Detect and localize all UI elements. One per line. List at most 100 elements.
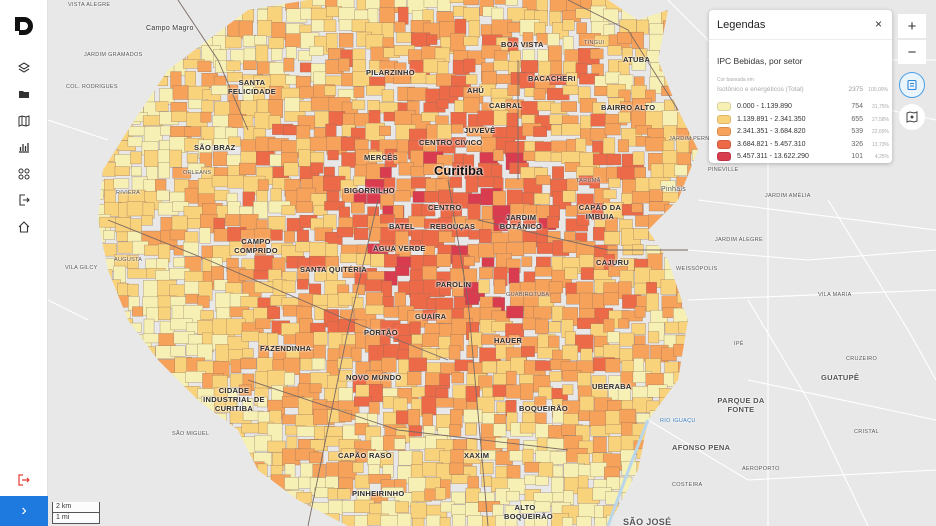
sector-polygon[interactable] <box>423 0 438 8</box>
sector-polygon[interactable] <box>254 112 271 130</box>
sector-polygon[interactable] <box>351 99 366 110</box>
sector-polygon[interactable] <box>368 401 380 415</box>
sector-polygon[interactable] <box>381 357 397 373</box>
sector-polygon[interactable] <box>589 48 604 60</box>
sector-polygon[interactable] <box>706 347 724 358</box>
sector-polygon[interactable] <box>452 514 466 526</box>
sector-polygon[interactable] <box>408 425 422 437</box>
sector-polygon[interactable] <box>214 413 227 430</box>
sector-polygon[interactable] <box>689 0 701 11</box>
sector-polygon[interactable] <box>675 463 691 477</box>
sector-polygon[interactable] <box>187 499 200 518</box>
sector-polygon[interactable] <box>674 517 686 526</box>
sector-polygon[interactable] <box>632 503 647 516</box>
sector-polygon[interactable] <box>200 111 212 123</box>
sector-polygon[interactable] <box>99 19 110 37</box>
sector-polygon[interactable] <box>535 475 549 486</box>
sector-polygon[interactable] <box>117 476 137 490</box>
sector-polygon[interactable] <box>622 0 634 11</box>
sector-polygon[interactable] <box>564 331 576 345</box>
sector-polygon[interactable] <box>367 413 378 426</box>
sector-polygon[interactable] <box>646 400 667 414</box>
sector-polygon[interactable] <box>255 44 269 63</box>
sector-polygon[interactable] <box>634 166 646 179</box>
sector-polygon[interactable] <box>91 304 112 320</box>
sector-polygon[interactable] <box>660 451 678 463</box>
sector-polygon[interactable] <box>520 383 534 401</box>
sector-polygon[interactable] <box>128 449 149 460</box>
sector-polygon[interactable] <box>451 372 465 384</box>
sector-polygon[interactable] <box>281 280 296 294</box>
sector-polygon[interactable] <box>480 462 494 475</box>
sector-polygon[interactable] <box>86 255 104 265</box>
sector-polygon[interactable] <box>397 513 412 526</box>
sector-polygon[interactable] <box>436 0 451 12</box>
sector-polygon[interactable] <box>448 345 461 360</box>
sector-polygon[interactable] <box>270 517 290 526</box>
sector-polygon[interactable] <box>184 187 199 204</box>
sector-polygon[interactable] <box>478 279 490 294</box>
sector-polygon[interactable] <box>269 62 285 75</box>
sector-polygon[interactable] <box>213 438 236 454</box>
sector-polygon[interactable] <box>592 227 605 241</box>
sector-polygon[interactable] <box>465 292 479 305</box>
sector-polygon[interactable] <box>85 58 107 78</box>
sector-polygon[interactable] <box>201 461 216 478</box>
sector-polygon[interactable] <box>521 346 535 357</box>
sector-polygon[interactable] <box>216 0 230 12</box>
sector-polygon[interactable] <box>688 176 706 189</box>
sector-polygon[interactable] <box>379 125 391 136</box>
sector-polygon[interactable] <box>603 231 621 245</box>
sector-polygon[interactable] <box>439 281 451 296</box>
home-icon[interactable] <box>14 217 34 237</box>
sector-polygon[interactable] <box>87 397 100 417</box>
sector-polygon[interactable] <box>393 205 404 219</box>
choropleth-map[interactable] <box>48 0 936 526</box>
sector-polygon[interactable] <box>634 306 646 318</box>
sector-polygon[interactable] <box>328 500 343 515</box>
sector-polygon[interactable] <box>104 344 120 358</box>
sector-polygon[interactable] <box>225 449 240 464</box>
sector-polygon[interactable] <box>426 514 441 526</box>
sector-polygon[interactable] <box>296 426 315 437</box>
sector-polygon[interactable] <box>690 98 705 118</box>
sector-polygon[interactable] <box>707 191 727 209</box>
sector-polygon[interactable] <box>435 487 446 501</box>
sector-polygon[interactable] <box>91 384 103 402</box>
sector-polygon[interactable] <box>132 435 149 451</box>
sector-polygon[interactable] <box>127 268 148 279</box>
sector-polygon[interactable] <box>239 0 255 10</box>
sector-polygon[interactable] <box>646 474 661 494</box>
sector-polygon[interactable] <box>608 178 621 188</box>
sector-polygon[interactable] <box>675 206 686 220</box>
sector-polygon[interactable] <box>435 397 454 408</box>
sector-polygon[interactable] <box>492 504 504 518</box>
sector-polygon[interactable] <box>465 74 478 85</box>
sector-polygon[interactable] <box>467 203 481 222</box>
sector-polygon[interactable] <box>184 475 201 488</box>
sector-polygon[interactable] <box>337 358 353 369</box>
sector-polygon[interactable] <box>493 423 507 437</box>
sector-polygon[interactable] <box>186 449 206 466</box>
sector-polygon[interactable] <box>478 243 496 258</box>
sector-polygon[interactable] <box>507 84 520 96</box>
sector-polygon[interactable] <box>113 491 127 510</box>
sector-polygon[interactable] <box>115 217 131 233</box>
sector-polygon[interactable] <box>438 231 456 243</box>
sector-polygon[interactable] <box>504 516 518 526</box>
sector-polygon[interactable] <box>229 0 242 9</box>
sector-polygon[interactable] <box>132 62 155 79</box>
sector-polygon[interactable] <box>410 166 425 177</box>
sector-polygon[interactable] <box>183 515 199 526</box>
sector-polygon[interactable] <box>113 178 130 189</box>
sector-polygon[interactable] <box>113 450 125 464</box>
sector-polygon[interactable] <box>407 409 421 427</box>
sector-polygon[interactable] <box>493 149 504 162</box>
sector-polygon[interactable] <box>689 295 700 306</box>
sector-polygon[interactable] <box>675 215 698 227</box>
sector-polygon[interactable] <box>143 452 157 467</box>
legend-toggle-button[interactable] <box>899 72 925 98</box>
sector-polygon[interactable] <box>350 347 362 362</box>
sector-polygon[interactable] <box>141 0 164 13</box>
sector-polygon[interactable] <box>576 214 590 226</box>
